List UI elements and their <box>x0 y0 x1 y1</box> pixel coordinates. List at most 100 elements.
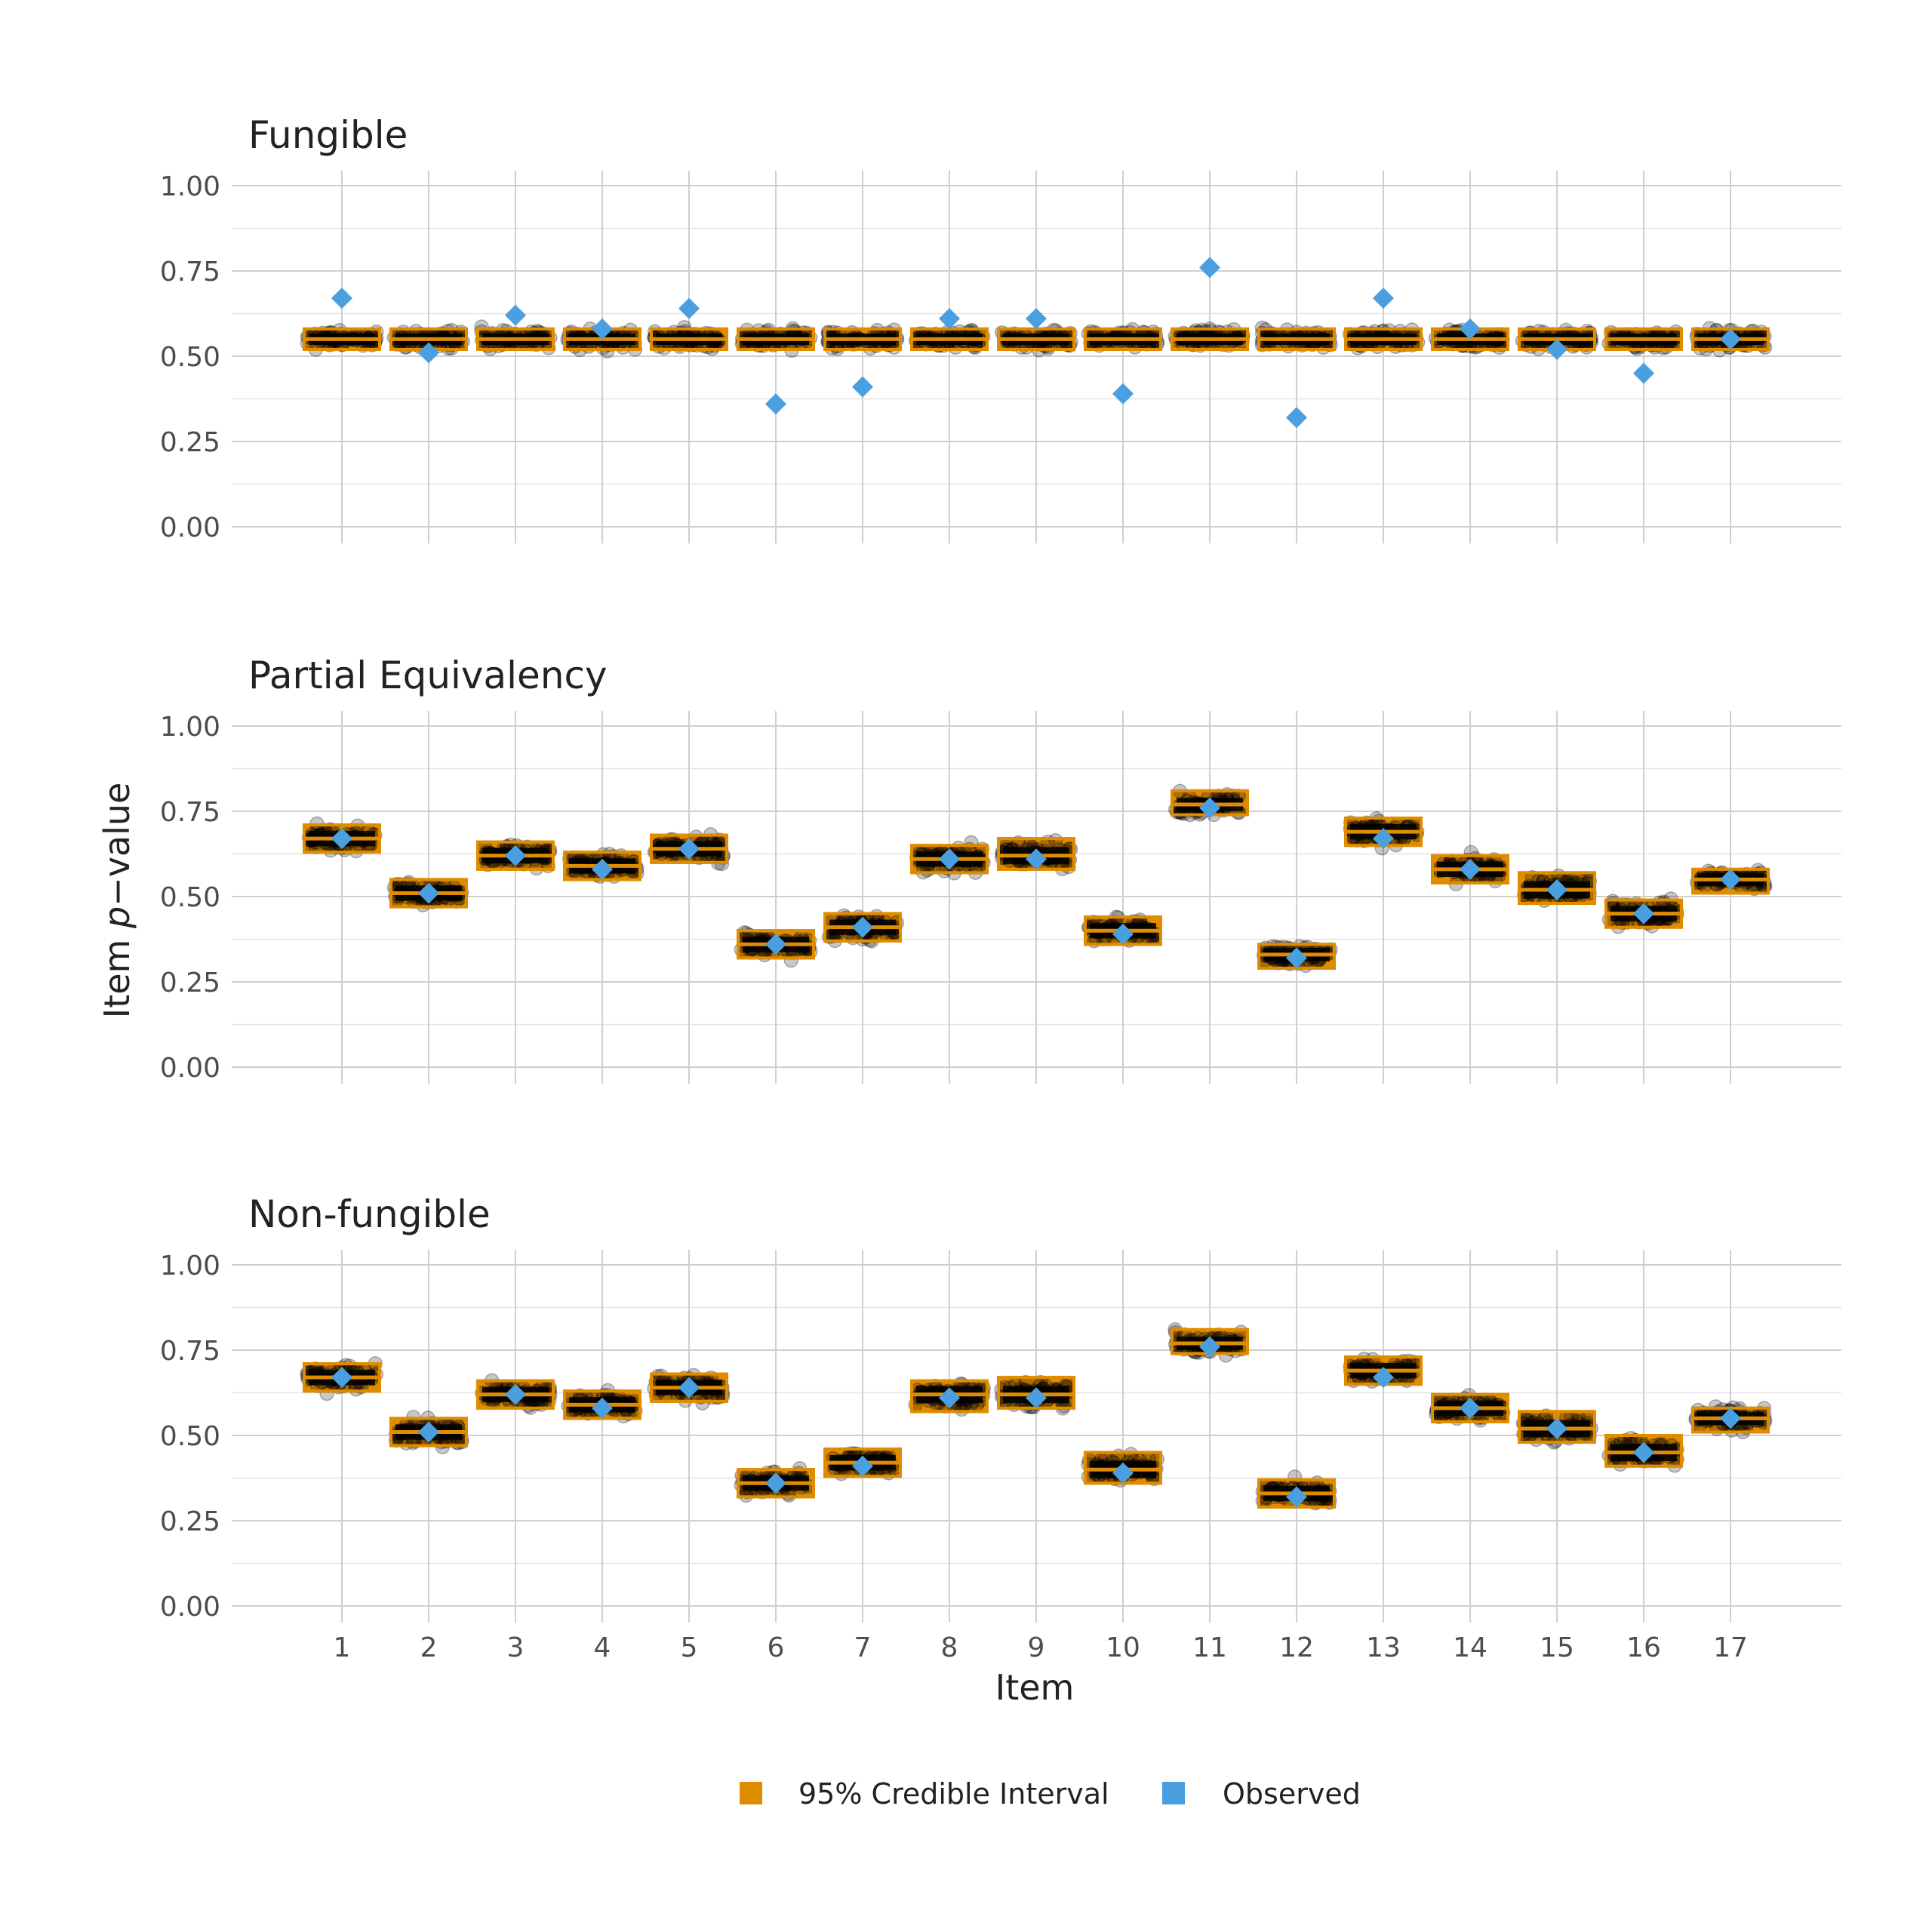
item-10-marks <box>1081 909 1162 949</box>
observed-point <box>1373 288 1394 309</box>
item-7-marks <box>823 1446 902 1481</box>
observed-point <box>331 1367 352 1389</box>
item-7-marks <box>821 908 905 949</box>
item-14-marks <box>1428 318 1510 355</box>
observed-point <box>765 934 786 955</box>
item-1-marks <box>301 816 383 859</box>
observed-point <box>765 393 786 415</box>
legend-key <box>740 1782 762 1804</box>
observed-point <box>852 376 873 398</box>
item-10-marks <box>1081 321 1165 405</box>
observed-point <box>852 916 873 938</box>
item-8-marks <box>909 835 991 881</box>
item-4-marks <box>561 1383 643 1424</box>
item-11-marks <box>1168 783 1249 823</box>
item-2-marks <box>386 875 469 912</box>
observed-point <box>939 308 960 330</box>
x-tick-label: 10 <box>1106 1632 1140 1663</box>
posterior-draw-point <box>1123 1447 1139 1462</box>
item-14-marks <box>1431 844 1509 892</box>
item-15-marks <box>1515 1408 1599 1450</box>
observed-point <box>505 844 526 866</box>
y-tick-label: 0.75 <box>160 257 220 288</box>
observed-point <box>678 838 700 860</box>
x-tick-label: 15 <box>1540 1632 1574 1663</box>
observed-point <box>505 304 526 326</box>
item-17-marks <box>1688 1399 1773 1440</box>
observed-point <box>939 848 960 870</box>
item-13-marks <box>1342 288 1426 355</box>
observed-point <box>852 1455 873 1477</box>
observed-point <box>1112 1462 1134 1484</box>
x-tick-label: 3 <box>507 1632 525 1663</box>
observed-point <box>331 828 352 850</box>
item-6-marks <box>734 1461 816 1503</box>
observed-point <box>1720 328 1741 350</box>
item-4-marks <box>560 318 643 359</box>
observed-point <box>1112 923 1134 945</box>
y-tick-label: 0.25 <box>160 968 220 998</box>
item-16-marks <box>1601 324 1684 384</box>
y-tick-label: 0.25 <box>160 427 220 458</box>
item-2-marks <box>386 322 470 364</box>
item-3-marks <box>475 1373 558 1415</box>
legend: 95% Credible Interval Observed <box>740 1777 1361 1810</box>
legend-label: 95% Credible Interval <box>798 1777 1109 1810</box>
x-axis-title: Item <box>995 1667 1075 1708</box>
observed-point <box>1286 1486 1307 1508</box>
item-5-marks <box>647 1367 731 1411</box>
x-tick-label: 5 <box>681 1632 698 1663</box>
item-5-marks <box>647 827 731 872</box>
y-tick-label: 1.00 <box>160 171 220 202</box>
y-tick-label: 0.00 <box>160 1592 220 1623</box>
y-tick-label: 0.00 <box>160 512 220 543</box>
observed-point <box>678 297 700 319</box>
item-3-marks <box>476 837 558 876</box>
item-17-marks <box>1689 863 1773 897</box>
observed-point <box>1633 362 1654 384</box>
item-4-marks <box>561 847 645 884</box>
observed-point <box>1460 858 1481 880</box>
y-tick-label: 0.25 <box>160 1506 220 1537</box>
observed-point <box>418 1421 439 1443</box>
x-tick-label: 9 <box>1028 1632 1045 1663</box>
panel-2: Partial Equivalency 0.00 0.25 0.50 0.75 1.00 <box>160 654 1841 1084</box>
item-13-marks <box>1343 1351 1423 1389</box>
x-tick-label: 8 <box>941 1632 958 1663</box>
legend-item: Observed <box>1162 1777 1361 1810</box>
item-15-marks <box>1515 322 1599 360</box>
y-tick-label: 0.50 <box>160 882 220 913</box>
item-7-marks <box>820 322 905 398</box>
panel-3: Non-fungible 0.00 0.25 0.50 0.75 1.00 <box>160 1192 1841 1623</box>
x-tick-label: 2 <box>420 1632 438 1663</box>
observed-point <box>1460 318 1481 340</box>
x-tick-label: 12 <box>1279 1632 1314 1663</box>
observed-point <box>1286 407 1307 429</box>
y-tick-label: 0.50 <box>160 1421 220 1452</box>
item-1-marks <box>300 1356 384 1401</box>
observed-point <box>765 1472 786 1494</box>
observed-point <box>1026 1387 1047 1409</box>
item-1-marks <box>300 288 384 357</box>
observed-point <box>418 342 439 364</box>
x-tick-label: 4 <box>594 1632 611 1663</box>
observed-point <box>1546 338 1567 360</box>
y-tick-label: 0.75 <box>160 797 220 828</box>
item-17-marks <box>1689 321 1773 358</box>
y-tick-label: 1.00 <box>160 712 220 743</box>
observed-point <box>592 1397 613 1419</box>
y-tick-label: 1.00 <box>160 1251 220 1281</box>
observed-point <box>1199 257 1220 278</box>
observed-point <box>1546 878 1567 900</box>
panel-title: Fungible <box>248 113 408 157</box>
observed-point <box>331 288 352 309</box>
observed-point <box>1199 1336 1220 1358</box>
x-tick-label: 11 <box>1192 1632 1227 1663</box>
y-axis-title-suffix: −value <box>97 783 137 906</box>
x-axis: 1 2 3 4 5 6 7 8 9 10 11 12 13 14 15 16 17 <box>334 1632 1748 1663</box>
item-13-marks <box>1343 811 1425 856</box>
observed-point <box>418 882 439 904</box>
observed-point <box>1026 848 1047 870</box>
x-tick-label: 16 <box>1626 1632 1661 1663</box>
observed-point <box>592 318 613 340</box>
